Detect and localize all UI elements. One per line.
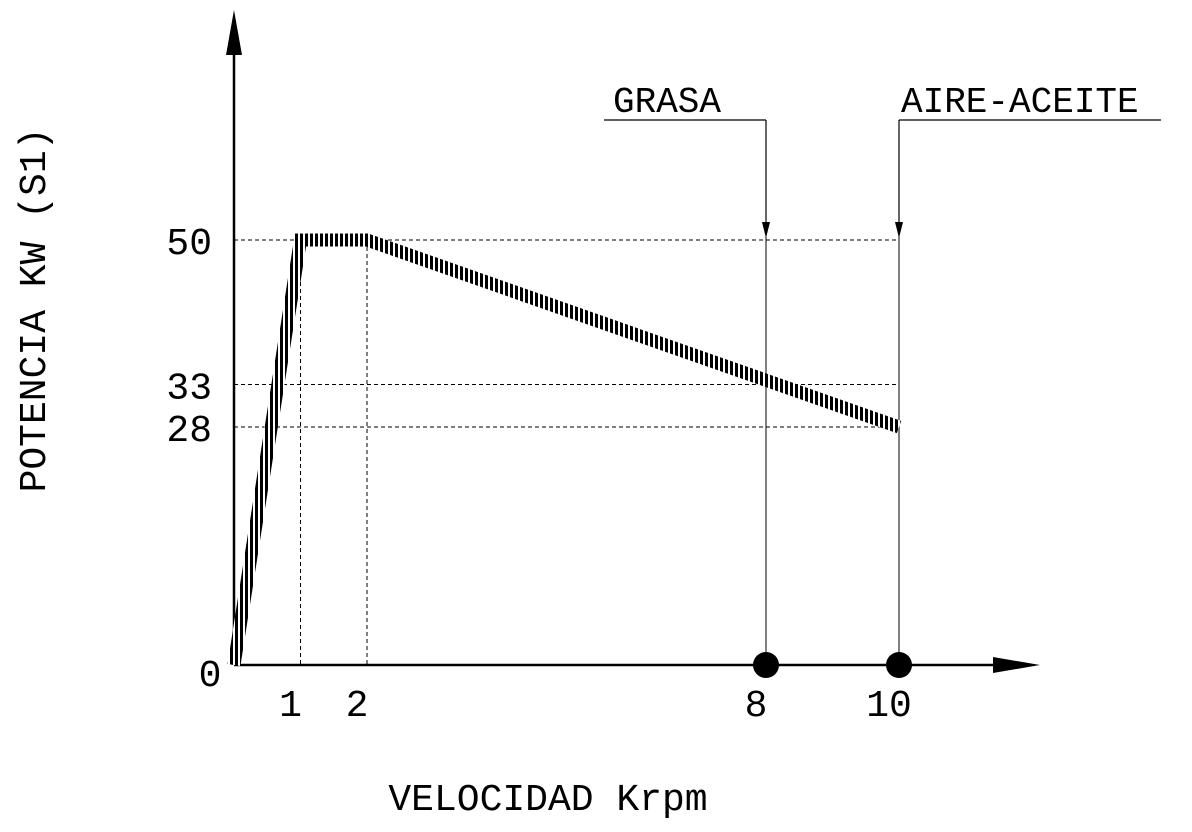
annotation-label: GRASA <box>613 82 721 123</box>
series-line <box>227 233 902 667</box>
annotation-arrow-icon <box>895 222 903 238</box>
annotation-layer: GRASA AIRE-ACEITE <box>604 82 1161 238</box>
annotation-label: AIRE-ACEITE <box>901 82 1139 123</box>
x-tick-label: 1 <box>279 685 302 728</box>
annotation-arrow-icon <box>762 222 770 238</box>
series-layer <box>227 233 902 667</box>
y-tick-label: 50 <box>166 223 212 266</box>
marker-dot <box>753 652 779 678</box>
origin-tick-label: 0 <box>199 655 222 698</box>
y-tick-label: 33 <box>166 368 212 411</box>
y-axis-arrow-icon <box>226 10 242 55</box>
x-tick-label: 10 <box>866 685 912 728</box>
x-axis-label: VELOCIDAD Krpm <box>388 779 707 822</box>
x-tick-label: 2 <box>346 685 369 728</box>
marker-dot <box>886 652 912 678</box>
y-axis-label: POTENCIA KW (S1) <box>14 128 57 493</box>
marker-layer <box>753 652 912 678</box>
y-tick-label: 28 <box>166 410 212 453</box>
x-tick-label: 8 <box>745 685 768 728</box>
x-axis-arrow-icon <box>993 657 1040 673</box>
